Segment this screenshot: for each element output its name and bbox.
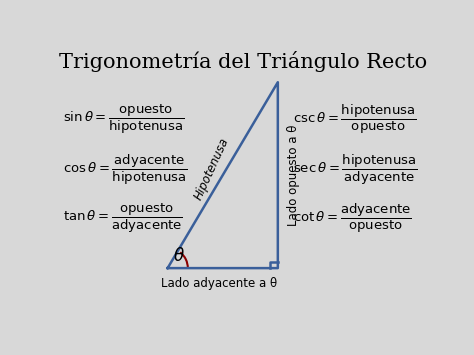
Text: $\sin\theta =\dfrac{\mathrm{opuesto}}{\mathrm{hipotenusa}}$: $\sin\theta =\dfrac{\mathrm{opuesto}}{\m…	[63, 103, 184, 136]
Text: Lado adyacente a θ: Lado adyacente a θ	[161, 277, 277, 290]
Text: $\cot\theta =\dfrac{\mathrm{adyacente}}{\mathrm{opuesto}}$: $\cot\theta =\dfrac{\mathrm{adyacente}}{…	[292, 202, 411, 235]
Text: $\theta$: $\theta$	[173, 247, 184, 265]
Text: $\sec\theta =\dfrac{\mathrm{hipotenusa}}{\mathrm{adyacente}}$: $\sec\theta =\dfrac{\mathrm{hipotenusa}}…	[292, 153, 417, 187]
Text: Lado opuesto a θ: Lado opuesto a θ	[287, 125, 300, 226]
Text: Hipotenusa: Hipotenusa	[192, 135, 231, 202]
Text: $\tan\theta =\dfrac{\mathrm{opuesto}}{\mathrm{adyacente}}$: $\tan\theta =\dfrac{\mathrm{opuesto}}{\m…	[63, 202, 183, 235]
Text: $\csc\theta =\dfrac{\mathrm{hipotenusa}}{\mathrm{opuesto}}$: $\csc\theta =\dfrac{\mathrm{hipotenusa}}…	[292, 103, 416, 136]
Text: Trigonometría del Triángulo Recto: Trigonometría del Triángulo Recto	[59, 51, 427, 72]
Text: $\cos\theta =\dfrac{\mathrm{adyacente}}{\mathrm{hipotenusa}}$: $\cos\theta =\dfrac{\mathrm{adyacente}}{…	[63, 153, 188, 187]
